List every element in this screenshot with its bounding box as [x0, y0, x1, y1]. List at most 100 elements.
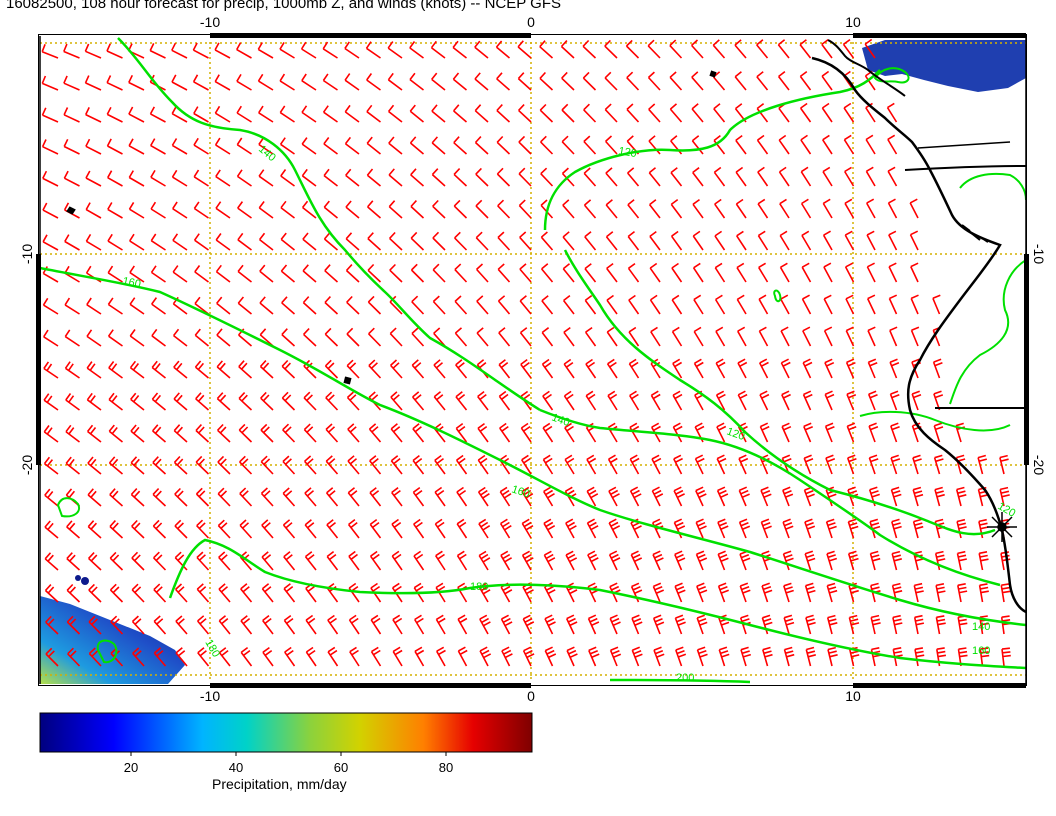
wind-barb: [565, 614, 578, 635]
precip-patch-northeast: [862, 40, 1026, 92]
wind-barb: [282, 423, 296, 443]
wind-barb: [691, 103, 704, 123]
wind-barb: [651, 454, 662, 475]
wind-barb: [978, 551, 989, 571]
wind-barb: [716, 486, 729, 507]
wind-barb: [217, 423, 231, 443]
wind-barb: [582, 71, 597, 91]
wind-barb: [367, 263, 382, 283]
wind-barb: [453, 136, 468, 155]
wind-barb: [173, 455, 188, 475]
wind-barb: [322, 105, 338, 123]
wind-barb: [86, 392, 102, 411]
wind-barb: [258, 169, 274, 187]
contour-label: 120: [725, 426, 746, 444]
contour-label: 140: [550, 412, 571, 430]
wind-barb: [936, 647, 947, 667]
wind-barb: [43, 456, 59, 475]
wind-barb: [583, 199, 597, 219]
wind-barb: [800, 134, 812, 155]
wind-barb: [562, 199, 575, 219]
coastline-north: [827, 39, 906, 97]
wind-barb: [844, 166, 855, 187]
wind-barb: [627, 230, 640, 251]
wind-barb: [387, 41, 403, 59]
wind-barb: [630, 550, 643, 571]
contour-label: 160: [972, 645, 990, 657]
wind-barb: [66, 552, 81, 571]
wind-barb: [586, 486, 599, 507]
wind-barb: [215, 233, 231, 251]
wind-barb: [457, 614, 468, 635]
wind-barb: [671, 294, 683, 315]
wind-barb: [152, 519, 167, 539]
precip-patch-southwest: [40, 596, 185, 684]
wind-barb: [564, 422, 575, 443]
wind-barb: [607, 422, 618, 443]
wind-barb: [669, 39, 683, 59]
wind-barb: [86, 329, 102, 347]
wind-barb: [64, 361, 80, 379]
wind-barb: [867, 358, 878, 379]
wind-barb: [237, 264, 252, 283]
wind-barb: [196, 583, 210, 603]
wind-barb: [344, 41, 360, 59]
colorbar-tick-label: 40: [229, 760, 243, 775]
wind-barb: [799, 39, 812, 59]
wind-barb: [301, 168, 317, 187]
wind-barb: [779, 230, 790, 251]
wind-barb: [195, 487, 210, 507]
wind-barb: [283, 583, 296, 603]
wind-barb: [300, 41, 317, 59]
wind-barb: [349, 646, 360, 667]
wind-barb: [410, 231, 425, 251]
wind-barb: [714, 262, 726, 283]
wind-barb: [778, 166, 790, 187]
wind-barb: [412, 486, 425, 507]
wind-barb: [409, 41, 424, 59]
wind-barb: [63, 138, 80, 155]
wind-barb: [326, 582, 339, 603]
wind-barb: [626, 103, 640, 123]
wind-barb: [519, 263, 532, 283]
wind-barb: [67, 647, 81, 667]
contour-180: [168, 538, 1026, 670]
wind-barb: [674, 582, 686, 603]
wind-barb: [652, 614, 665, 635]
wind-barb: [691, 39, 704, 59]
wind-barb: [800, 198, 812, 219]
wind-barb: [172, 201, 188, 219]
wind-barb: [259, 296, 274, 315]
wind-barb: [627, 262, 640, 283]
wind-barb: [193, 233, 209, 251]
wind-barb: [151, 360, 166, 379]
wind-barb: [171, 138, 188, 155]
wind-barb: [519, 231, 532, 251]
wind-barb: [561, 135, 575, 155]
wind-barb: [239, 455, 253, 475]
wind-barb: [740, 646, 752, 667]
wind-barb: [301, 73, 317, 91]
wind-barb: [129, 329, 145, 347]
wind-barb: [280, 264, 296, 283]
wind-barb: [151, 328, 166, 347]
wind-barb: [43, 329, 59, 347]
wind-barb: [261, 519, 274, 539]
wind-barb: [323, 232, 339, 251]
wind-barb: [453, 199, 468, 219]
frame-bar-top: [853, 33, 1026, 38]
wind-barb: [107, 265, 123, 283]
wind-barb: [652, 582, 665, 603]
wind-barb: [651, 486, 664, 507]
wind-barb: [675, 646, 687, 667]
wind-barb: [845, 326, 855, 347]
wind-barb: [540, 167, 554, 187]
wind-barb: [151, 297, 166, 315]
x-tick-label-top: 0: [527, 14, 535, 30]
wind-barb: [327, 646, 339, 667]
wind-barb: [326, 550, 339, 571]
wind-barb: [260, 391, 274, 411]
wind-barb: [647, 39, 661, 59]
wind-barb: [932, 358, 943, 379]
wind-barb: [152, 456, 167, 475]
